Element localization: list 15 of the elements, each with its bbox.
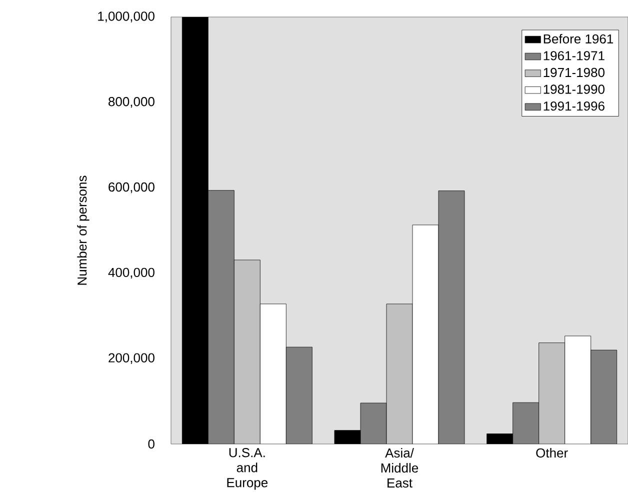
y-tick-label: 200,000 [108, 353, 154, 364]
y-tick-label: 600,000 [108, 182, 154, 194]
legend-label: 1961-1971 [544, 51, 604, 60]
y-axis-title: Number of persons [77, 176, 90, 285]
y-tick-label: 800,000 [108, 97, 154, 108]
legend-label: Before 1961 [544, 34, 614, 44]
x-tick-label: Other [536, 448, 568, 458]
legend-label: 1971-1980 [544, 68, 604, 78]
y-tick-label: 400,000 [108, 268, 154, 279]
y-tick-label: 0 [148, 439, 154, 449]
legend-label: 1981-1990 [544, 84, 604, 94]
y-tick-label: 1,000,000 [98, 12, 154, 22]
x-tick-label: U.S.A. and Europe [227, 448, 268, 490]
legend-label: 1991-1996 [544, 101, 604, 111]
x-tick-label: Asia/ Middle East [381, 448, 418, 488]
